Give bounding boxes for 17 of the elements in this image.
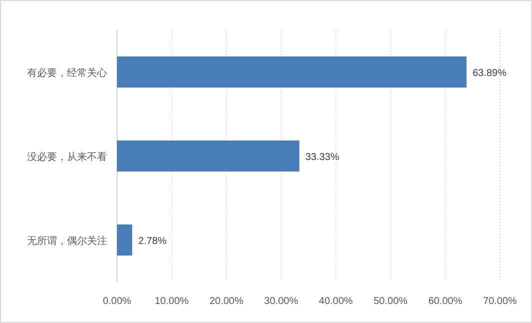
- x-tick-label: 60.00%: [428, 296, 462, 307]
- data-label: 33.33%: [305, 152, 340, 163]
- bar: [117, 140, 300, 172]
- data-label: 2.78%: [138, 236, 167, 247]
- y-tick-label: 无所谓，偶尔关注: [27, 235, 107, 247]
- bar: [117, 224, 132, 256]
- x-tick-label: 20.00%: [209, 296, 244, 307]
- y-tick-label: 有必要，经常关心: [27, 67, 107, 79]
- x-tick-label: 10.00%: [154, 296, 189, 307]
- y-tick-label: 没必要，从来不看: [27, 151, 107, 163]
- x-tick-label: 50.00%: [374, 296, 408, 307]
- data-label: 63.89%: [472, 68, 507, 79]
- x-tick-label: 0.00%: [102, 296, 132, 307]
- x-tick-label: 30.00%: [264, 296, 298, 307]
- x-tick-label: 70.00%: [483, 296, 518, 307]
- bar: [117, 56, 467, 88]
- x-tick-label: 40.00%: [318, 296, 353, 307]
